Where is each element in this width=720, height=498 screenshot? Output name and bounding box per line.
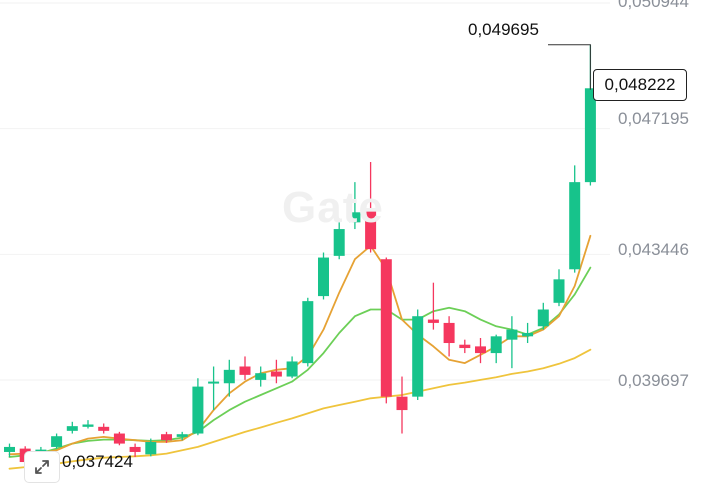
candle-body bbox=[349, 212, 361, 223]
candle-up bbox=[4, 443, 15, 457]
candle-down bbox=[427, 282, 439, 330]
candle-body bbox=[522, 332, 534, 337]
ma-mid-line bbox=[8, 266, 592, 458]
candle-up bbox=[302, 297, 314, 367]
candle-up bbox=[412, 309, 424, 401]
candle-down bbox=[475, 337, 486, 364]
candle-body bbox=[537, 309, 549, 327]
candle-body bbox=[4, 446, 15, 452]
candle-body bbox=[176, 434, 188, 437]
candle-body bbox=[82, 424, 94, 427]
expand-arrows-icon bbox=[35, 460, 49, 474]
candle-up bbox=[223, 359, 235, 397]
candle-body bbox=[145, 441, 157, 455]
candle-up bbox=[318, 252, 329, 300]
candle-down bbox=[239, 356, 251, 380]
candle-down bbox=[443, 316, 455, 357]
current-price-badge: 0,048222 bbox=[593, 69, 687, 101]
candle-up bbox=[255, 366, 267, 387]
price-axis-label: 0,050944 bbox=[618, 0, 689, 11]
candle-body bbox=[365, 208, 377, 250]
candle-up bbox=[192, 378, 204, 436]
candle-up bbox=[569, 165, 581, 273]
candle-down bbox=[365, 162, 377, 253]
ma-slow-line bbox=[8, 348, 592, 470]
candle-body bbox=[412, 316, 424, 397]
candle-down bbox=[380, 257, 392, 404]
candle-body bbox=[208, 381, 220, 384]
candle-body bbox=[427, 319, 439, 323]
candle-body bbox=[129, 446, 141, 452]
high-price-label: 0,049695 bbox=[468, 20, 539, 39]
candle-body bbox=[443, 322, 455, 344]
candle-up bbox=[537, 302, 549, 330]
candle-body bbox=[66, 426, 78, 431]
candle-body bbox=[396, 396, 408, 411]
candle-body bbox=[192, 386, 204, 434]
candle-body bbox=[98, 426, 110, 431]
candle-body bbox=[113, 433, 125, 444]
candle-body bbox=[569, 182, 581, 270]
candle-up bbox=[553, 269, 565, 307]
candle-body bbox=[459, 344, 471, 349]
candle-body bbox=[239, 366, 251, 375]
candle-body bbox=[553, 279, 565, 303]
candle-up bbox=[286, 356, 298, 379]
candle-body bbox=[286, 361, 298, 377]
candle-down bbox=[396, 376, 408, 434]
price-axis-label: 0,047195 bbox=[618, 109, 689, 128]
candle-body bbox=[318, 257, 329, 297]
expand-chart-button[interactable] bbox=[24, 451, 60, 483]
candle-body bbox=[161, 434, 172, 441]
candle-up bbox=[66, 421, 78, 434]
price-axis-label: 0,039697 bbox=[618, 371, 689, 390]
low-price-label: 0,037424 bbox=[62, 452, 133, 471]
gate-watermark: Gate bbox=[282, 183, 384, 232]
candle-down bbox=[98, 423, 110, 434]
candle-up bbox=[82, 420, 94, 429]
candle-up bbox=[506, 316, 518, 369]
candle-body bbox=[51, 436, 63, 447]
candle-body bbox=[302, 301, 314, 364]
candle-body bbox=[380, 259, 392, 397]
candle-up bbox=[522, 322, 534, 344]
candle-body bbox=[223, 369, 235, 384]
candle-down bbox=[129, 443, 141, 457]
candle-up bbox=[349, 182, 361, 230]
price-axis-label: 0,043446 bbox=[618, 240, 689, 259]
high-callout-line bbox=[548, 44, 591, 90]
candle-up bbox=[208, 366, 220, 411]
candle-down bbox=[270, 359, 282, 384]
candle-body bbox=[333, 229, 345, 256]
candle-down bbox=[161, 431, 172, 443]
candle-up bbox=[51, 433, 63, 449]
candle-up bbox=[490, 334, 502, 364]
candle-body bbox=[270, 371, 282, 377]
candle-down bbox=[113, 431, 125, 446]
candle-up bbox=[333, 222, 345, 260]
candle-up bbox=[145, 438, 157, 457]
candle-body bbox=[584, 88, 596, 183]
candle-body bbox=[490, 336, 502, 354]
candle-body bbox=[255, 373, 267, 380]
candle-down bbox=[459, 339, 471, 354]
candle-up bbox=[176, 431, 188, 441]
candle-body bbox=[506, 329, 518, 340]
ma-fast-line bbox=[8, 234, 592, 456]
candle-body bbox=[475, 346, 486, 354]
